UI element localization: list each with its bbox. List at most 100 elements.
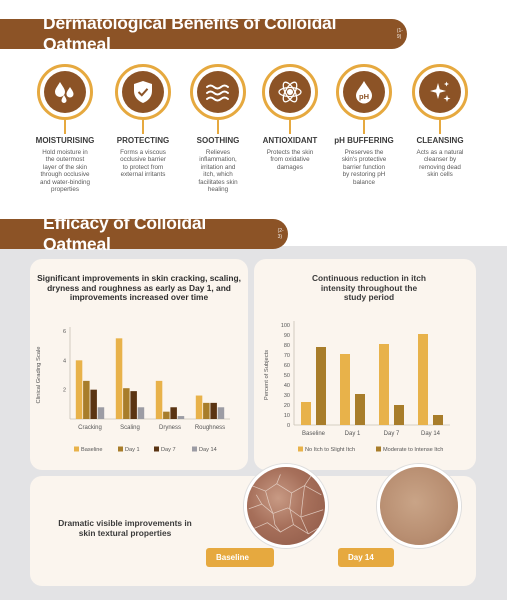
benefit-desc-line: properties — [50, 186, 79, 194]
benefit-protecting: PROTECTING Forms a viscous occlusive barri… — [105, 64, 181, 179]
y-tick-label: 30 — [284, 393, 290, 399]
x-tick-label: Day 7 — [384, 431, 400, 437]
x-tick-label: Day 1 — [345, 431, 361, 437]
legend-label: Day 1 — [125, 447, 140, 453]
water-drops-icon — [44, 71, 86, 113]
benefit-title: ANTIOXIDANT — [262, 136, 318, 145]
benefit-desc-line: skin's protective — [341, 156, 387, 164]
benefit-desc-line: inflammation, — [199, 156, 237, 164]
benefit-desc-line: from oxidative — [270, 156, 310, 164]
benefit-desc-line: irritation and — [200, 163, 236, 171]
legend-swatch — [192, 446, 197, 452]
legend-swatch — [74, 446, 79, 452]
efficacy-ref: (2-3) — [277, 228, 284, 240]
legend-swatch — [154, 446, 159, 452]
benefit-desc-line: skin cells — [427, 171, 453, 179]
waves-icon — [197, 71, 239, 113]
y-tick-label: 6 — [63, 329, 66, 335]
y-tick-label: 100 — [281, 323, 290, 329]
baseline-label: Baseline — [206, 548, 274, 567]
benefit-desc-line: Acts as a natural — [416, 149, 464, 156]
bar-day-14-dryness — [177, 416, 185, 419]
shield-check-icon — [122, 71, 164, 113]
x-tick-label: Dryness — [159, 425, 181, 431]
baseline-skin-image — [244, 464, 328, 548]
benefit-desc-line: removing dead — [419, 163, 461, 171]
benefit-desc-line: and water-binding — [39, 178, 91, 186]
day14-skin-image — [377, 464, 461, 548]
bar-no-itch-to-slight-itch-baseline — [301, 402, 311, 425]
benefit-connector — [217, 120, 219, 134]
bar-day-7-cracking — [90, 389, 97, 419]
legend-label: Baseline — [81, 447, 102, 453]
benefit-ph-buffering: pH pH BUFFERING Preserves the skin's protec… — [326, 64, 402, 186]
benefits-title: Dermatological Benefits of Colloidal Oat… — [43, 13, 337, 54]
bar-moderate-to-intense-itch-day-14 — [433, 415, 443, 425]
benefit-desc-line: occlusive barrier — [120, 156, 166, 164]
benefit-title: SOOTHING — [196, 136, 240, 145]
benefit-connector — [439, 120, 441, 134]
benefit-badge — [37, 64, 93, 120]
efficacy-title: Efficacy of Colloidal Oatmeal — [43, 213, 207, 254]
benefit-title: pH BUFFERING — [334, 136, 394, 145]
sparkles-icon — [419, 71, 461, 113]
y-tick-label: 2 — [63, 388, 66, 394]
y-axis-label: Clinical Grading Scale — [36, 346, 42, 403]
bar-day-14-roughness — [217, 407, 225, 419]
benefit-connector — [289, 120, 291, 134]
benefit-desc-line: facilitates skin — [198, 178, 238, 186]
benefit-desc-line: cleanser by — [423, 156, 457, 164]
y-tick-label: 90 — [284, 333, 290, 339]
bar-day-1-cracking — [83, 380, 90, 419]
y-tick-label: 70 — [284, 353, 290, 359]
benefit-desc-line: Preserves the — [344, 149, 384, 156]
bar-no-itch-to-slight-itch-day-7 — [379, 344, 389, 425]
texture-title: Dramatic visible improvements in skin te… — [58, 518, 192, 538]
bar-day-1-scaling — [123, 388, 130, 419]
benefit-desc-line: Protects the skin — [266, 149, 314, 156]
benefit-moisturising: MOISTURISING Hold moisture in the outermos… — [27, 64, 103, 193]
bar-moderate-to-intense-itch-baseline — [316, 347, 326, 425]
benefit-desc-line: Hold moisture in — [42, 149, 88, 156]
grading-chart: 2 4 6 Clinical Grading Scale Cracking Scaling… — [36, 327, 230, 453]
benefit-desc-line: through occlusive — [40, 171, 90, 179]
itch-chart-card: Continuous reduction in itch intensity t… — [254, 259, 476, 470]
legend-swatch — [376, 446, 381, 452]
benefit-desc-line: the outermost — [45, 156, 85, 164]
benefit-badge — [412, 64, 468, 120]
legend-label: Day 14 — [199, 447, 217, 453]
benefit-desc-line: external irritants — [120, 171, 166, 179]
y-axis-label: Percent of Subjects — [264, 350, 270, 400]
x-tick-label: Baseline — [302, 431, 326, 437]
bar-day-1-dryness — [163, 411, 170, 419]
benefit-desc-line: Relieves — [205, 149, 231, 156]
benefit-badge — [115, 64, 171, 120]
bar-day-7-roughness — [210, 402, 217, 419]
y-tick-label: 50 — [284, 373, 290, 379]
benefit-title: MOISTURISING — [35, 136, 95, 145]
benefit-desc-line: to protect from — [122, 163, 164, 171]
grading-chart-title: Significant improvements in skin crackin… — [37, 273, 241, 303]
itch-chart: 0 10 20 30 40 50 60 70 80 90 100 Percent of Subject… — [264, 321, 450, 453]
legend-swatch — [118, 446, 123, 452]
benefits-ref: (1-9) — [396, 28, 403, 40]
efficacy-banner: Efficacy of Colloidal Oatmeal (2-3) — [0, 213, 288, 254]
x-tick-label: Day 14 — [421, 431, 441, 437]
benefit-description: Relieves inflammation, irritation and itch,… — [180, 149, 256, 193]
bar-no-itch-to-slight-itch-day-14 — [418, 334, 428, 425]
bar-baseline-scaling — [115, 338, 123, 419]
benefit-connector — [142, 120, 144, 134]
x-tick-label: Cracking — [78, 425, 102, 431]
benefit-desc-line: layer of the skin — [42, 163, 88, 171]
benefit-title: PROTECTING — [116, 136, 170, 145]
bar-moderate-to-intense-itch-day-1 — [355, 394, 365, 425]
x-tick-label: Roughness — [195, 425, 225, 431]
benefits-row: MOISTURISING Hold moisture in the outermos… — [0, 64, 507, 209]
benefit-badge — [262, 64, 318, 120]
legend-label: Day 7 — [161, 447, 176, 453]
benefit-cleansing: CLEANSING Acts as a natural cleanser by rem… — [402, 64, 478, 179]
benefit-antioxidant: ANTIOXIDANT Protects the skin from oxidati… — [252, 64, 328, 171]
bar-baseline-cracking — [75, 360, 83, 419]
benefit-badge: pH — [336, 64, 392, 120]
day14-label: Day 14 — [338, 548, 394, 567]
